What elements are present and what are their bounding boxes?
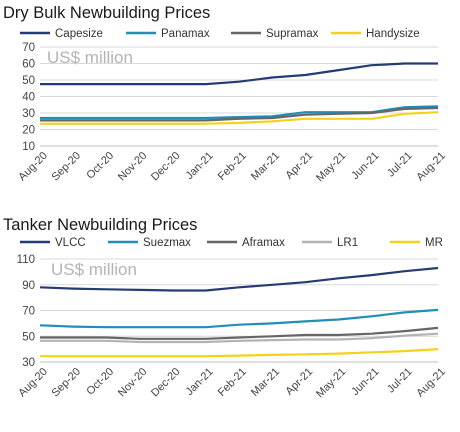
legend-label: MR: [425, 237, 443, 249]
series-line-vlcc: [39, 266, 439, 292]
y-tick-label: 70: [22, 306, 35, 318]
unit-label: US$ million: [47, 48, 133, 67]
y-tick-label: 50: [22, 75, 35, 87]
dry-bulk-chart: Dry Bulk Newbuilding Prices Capesize Pana…: [3, 4, 448, 184]
series-line-mr: [40, 348, 439, 358]
grid-lines: [40, 46, 438, 147]
x-tick-label: Sep-20: [49, 150, 83, 184]
y-tick-label: 90: [22, 280, 35, 292]
x-tick-label: Jul-21: [385, 150, 415, 180]
chart-title: Tanker Newbuilding Prices: [3, 216, 197, 234]
x-tick-label: Oct-20: [84, 150, 116, 182]
x-tick-label: Jun-21: [349, 366, 381, 398]
series-line-capesize: [40, 62, 438, 86]
x-tick-label: May-21: [314, 366, 348, 400]
legend-label: LR1: [337, 237, 358, 249]
grid-lines: [40, 258, 438, 363]
chart-legend: Capesize Panamax Supramax Handysize: [20, 28, 420, 40]
series-line-handysize: [40, 111, 439, 125]
x-tick-label: May-21: [314, 150, 348, 184]
unit-label: US$ million: [51, 260, 137, 279]
y-tick-label: 10: [22, 141, 35, 153]
y-tick-label: 110: [17, 254, 35, 266]
y-axis-ticks: 10 20 30 40 50 60 70: [22, 42, 35, 153]
x-tick-label: Mar-21: [249, 150, 282, 183]
x-tick-label: Mar-21: [249, 366, 282, 399]
x-tick-label: Aug-20: [16, 366, 50, 400]
x-tick-label: Feb-21: [216, 150, 249, 183]
x-tick-label: Aug-21: [414, 150, 448, 184]
series-lines: [40, 62, 439, 125]
x-tick-label: Apr-21: [283, 150, 315, 182]
y-axis-ticks: 30 50 70 90 110: [17, 254, 35, 369]
legend-label: Suezmax: [143, 237, 191, 249]
tanker-chart: Tanker Newbuilding Prices VLCC Suezmax Afr…: [3, 216, 448, 400]
y-tick-label: 40: [22, 92, 35, 104]
series-lines: [39, 266, 439, 358]
x-tick-label: Dec-20: [149, 150, 183, 184]
legend-label: Handysize: [366, 28, 420, 40]
x-tick-label: Jan-21: [183, 150, 215, 182]
y-tick-label: 30: [22, 108, 35, 120]
x-tick-label: Oct-20: [84, 366, 116, 398]
legend-label: VLCC: [55, 237, 86, 249]
legend-label: Supramax: [266, 28, 319, 40]
x-tick-label: Dec-20: [149, 366, 183, 400]
series-line-suezmax: [39, 308, 439, 329]
series-line-supramax: [40, 106, 439, 122]
legend-label: Capesize: [55, 28, 103, 40]
x-tick-label: Aug-21: [414, 366, 448, 400]
y-tick-label: 50: [22, 331, 35, 343]
x-tick-label: Nov-20: [116, 150, 150, 184]
x-tick-label: Jun-21: [349, 150, 381, 182]
x-tick-label: Jan-21: [183, 366, 215, 398]
series-line-lr1: [40, 332, 439, 344]
x-tick-label: Aug-20: [16, 150, 50, 184]
x-tick-label: Jul-21: [385, 366, 415, 396]
x-tick-label: Feb-21: [216, 366, 249, 399]
x-tick-label: Sep-20: [49, 366, 83, 400]
chart-legend: VLCC Suezmax Aframax LR1 MR: [20, 237, 443, 249]
x-axis-ticks: Aug-20 Sep-20 Oct-20 Nov-20 Dec-20 Jan-21 Feb-…: [16, 366, 448, 400]
x-tick-label: Nov-20: [116, 366, 150, 400]
y-tick-label: 60: [22, 59, 35, 71]
y-tick-label: 20: [22, 125, 35, 137]
y-tick-label: 70: [22, 42, 35, 54]
legend-label: Aframax: [242, 237, 285, 249]
series-line-aframax: [40, 326, 439, 340]
legend-label: Panamax: [161, 28, 210, 40]
x-axis-ticks: Aug-20 Sep-20 Oct-20 Nov-20 Dec-20 Jan-21 Feb-…: [16, 150, 448, 184]
x-tick-label: Apr-21: [283, 366, 315, 398]
y-tick-label: 30: [22, 357, 35, 369]
chart-title: Dry Bulk Newbuilding Prices: [3, 4, 210, 22]
